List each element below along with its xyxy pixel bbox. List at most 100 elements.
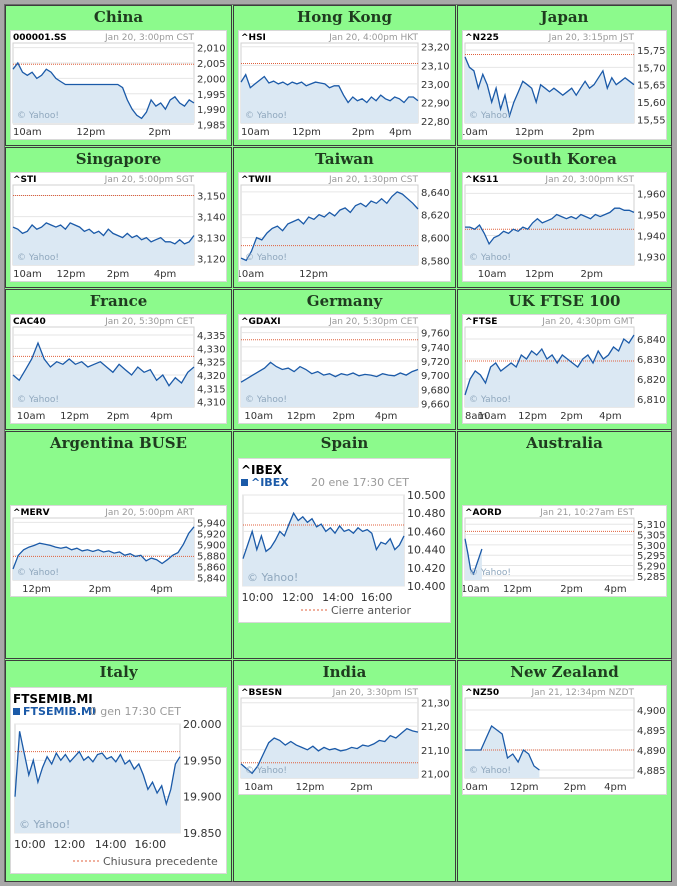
chart-timestamp: Jan 21, 12:34pm NZDT <box>530 688 634 698</box>
ticker-symbol: ^GDAXI <box>241 317 281 327</box>
yahoo-watermark: © Yahoo! <box>247 571 298 584</box>
chart-timestamp: Jan 20, 4:30pm GMT <box>541 317 634 327</box>
ticker-symbol: ^KS11 <box>465 175 499 185</box>
chart-panel[interactable]: ^GDAXI Jan 20, 5:30pm CET 9,760 9,740 9,720 9… <box>238 314 451 424</box>
x-tick-label: 10:00 <box>14 838 46 851</box>
y-tick-label: 6,820 <box>637 375 666 386</box>
y-tick-label: 19.850 <box>183 827 222 840</box>
series-area <box>241 191 418 265</box>
series-line <box>464 538 483 576</box>
x-tick-label: 10am <box>239 269 264 280</box>
x-tick-label: 12pm <box>287 411 316 422</box>
series-area <box>241 362 418 407</box>
series-area <box>465 726 540 778</box>
chart-panel[interactable]: ^NZ50 Jan 21, 12:34pm NZDT 4,900 4,895 4,890… <box>462 685 667 795</box>
y-tick-label: 10.440 <box>407 544 446 557</box>
chart-timestamp: Jan 20, 3:00pm KST <box>544 175 634 185</box>
y-tick-label: 9,760 <box>421 329 450 340</box>
chart-panel[interactable]: ^FTSE Jan 20, 4:30pm GMT 6,840 6,830 6,820 6,… <box>462 314 667 424</box>
x-tick-label: 2pm <box>350 782 372 793</box>
chart-panel[interactable]: ^TWII Jan 20, 1:30pm CST 8,640 8,620 8,600 8,… <box>238 172 451 282</box>
x-tick-label: 12:00 <box>54 838 86 851</box>
chart-panel[interactable]: ^MERV Jan 20, 5:00pm ART 5,940 5,920 5,900 5,… <box>10 505 227 597</box>
market-cell: Spain ^IBEX ^IBEX 20 ene 17:30 CET 10.500 10.… <box>233 431 456 659</box>
y-tick-label: 9,680 <box>421 385 450 396</box>
yahoo-watermark: © Yahoo! <box>469 766 511 776</box>
line-chart: ^AORD Jan 21, 10:27am EST5,3105,3055,3005… <box>463 508 666 595</box>
chart-panel[interactable]: CAC40 Jan 20, 5:30pm CET 4,335 4,330 4,325 4,… <box>10 314 227 424</box>
x-tick-label: 4pm <box>604 584 626 595</box>
chart-panel[interactable]: ^STI Jan 20, 5:00pm SGT 3,150 3,140 3,130 3,1… <box>10 172 227 282</box>
legend-label: FTSEMIB.MI <box>23 705 96 718</box>
y-tick-label: 10.480 <box>407 507 446 520</box>
y-tick-label: 15,700 <box>637 63 666 74</box>
x-tick-label: 12pm <box>292 127 321 138</box>
y-tick-label: 23,100 <box>421 61 450 72</box>
y-tick-label: 3,140 <box>197 213 226 224</box>
y-tick-label: 8,640 <box>421 188 450 199</box>
chart-panel[interactable]: ^KS11 Jan 20, 3:00pm KST 1,960 1,950 1,940 1,… <box>462 172 667 282</box>
x-tick-label: 10am <box>478 411 507 422</box>
x-tick-label: 10am <box>463 584 489 595</box>
x-tick-label: 4pm <box>150 584 172 595</box>
x-tick-label: 2pm <box>107 411 129 422</box>
x-tick-label: 2pm <box>332 411 354 422</box>
yahoo-watermark: © Yahoo! <box>17 568 59 578</box>
market-cell: Argentina BUSE ^MERV Jan 20, 5:00pm ART 5,9… <box>5 431 232 659</box>
y-tick-label: 1,940 <box>637 232 666 243</box>
x-tick-label: 10:00 <box>242 591 274 604</box>
x-tick-label: 10am <box>244 411 273 422</box>
chart-panel[interactable]: ^AORD Jan 21, 10:27am EST 5,310 5,305 5,300 5… <box>462 505 667 597</box>
chart-panel[interactable]: 000001.SS Jan 20, 3:00pm CST 2,010 2,005 2,0… <box>10 30 227 140</box>
chart-timestamp: 0 gen 17:30 CET <box>90 705 182 718</box>
y-tick-label: 20.000 <box>183 718 222 731</box>
y-tick-label: 5,860 <box>197 562 226 573</box>
y-tick-label: 9,720 <box>421 357 450 368</box>
chart-timestamp: Jan 21, 10:27am EST <box>539 508 634 518</box>
y-tick-label: 23,200 <box>421 43 450 54</box>
ticker-symbol: ^BSESN <box>241 688 282 698</box>
legend-label: ^IBEX <box>251 476 289 489</box>
ticker-symbol: ^TWII <box>241 175 271 185</box>
y-tick-label: 21,200 <box>421 722 450 733</box>
y-tick-label: 5,300 <box>637 541 666 552</box>
market-cell: Taiwan ^TWII Jan 20, 1:30pm CST 8,640 8,620 8… <box>233 147 456 288</box>
series-area <box>15 731 180 833</box>
market-cell: New Zealand ^NZ50 Jan 21, 12:34pm NZDT 4,90… <box>457 660 672 882</box>
x-tick-label: 10am <box>17 411 46 422</box>
series-line <box>240 191 419 262</box>
x-tick-label: 12pm <box>57 269 86 280</box>
x-tick-label: 10am <box>13 127 42 138</box>
x-tick-label: 2pm <box>352 127 374 138</box>
market-title: Singapore <box>75 150 162 168</box>
series-line <box>464 56 635 119</box>
legend-swatch <box>13 708 20 715</box>
ticker-symbol: 000001.SS <box>13 33 67 43</box>
chart-panel[interactable]: FTSEMIB.MI FTSEMIB.MI 0 gen 17:30 CET 20.00… <box>10 687 227 874</box>
y-tick-label: 3,120 <box>197 255 226 266</box>
chart-panel[interactable]: ^IBEX ^IBEX 20 ene 17:30 CET 10.500 10.480 10… <box>238 458 451 623</box>
y-tick-label: 9,740 <box>421 343 450 354</box>
yahoo-watermark: © Yahoo! <box>17 111 59 121</box>
x-tick-label: 16:00 <box>134 838 166 851</box>
y-tick-label: 10.460 <box>407 525 446 538</box>
x-tick-label: 10am <box>463 782 488 793</box>
x-tick-label: 12pm <box>299 269 328 280</box>
series-line <box>240 361 419 383</box>
series-area <box>241 728 418 778</box>
y-tick-label: 10.420 <box>407 562 446 575</box>
y-tick-label: 1,985 <box>197 121 226 132</box>
y-tick-label: 5,900 <box>197 540 226 551</box>
chart-timestamp: Jan 20, 4:00pm HKT <box>328 33 418 43</box>
x-tick-label: 2pm <box>560 411 582 422</box>
market-title: Germany <box>306 292 383 310</box>
y-tick-label: 1,960 <box>637 189 666 200</box>
y-tick-label: 15,550 <box>637 116 666 127</box>
y-tick-label: 4,330 <box>197 344 226 355</box>
series-area <box>241 74 418 123</box>
